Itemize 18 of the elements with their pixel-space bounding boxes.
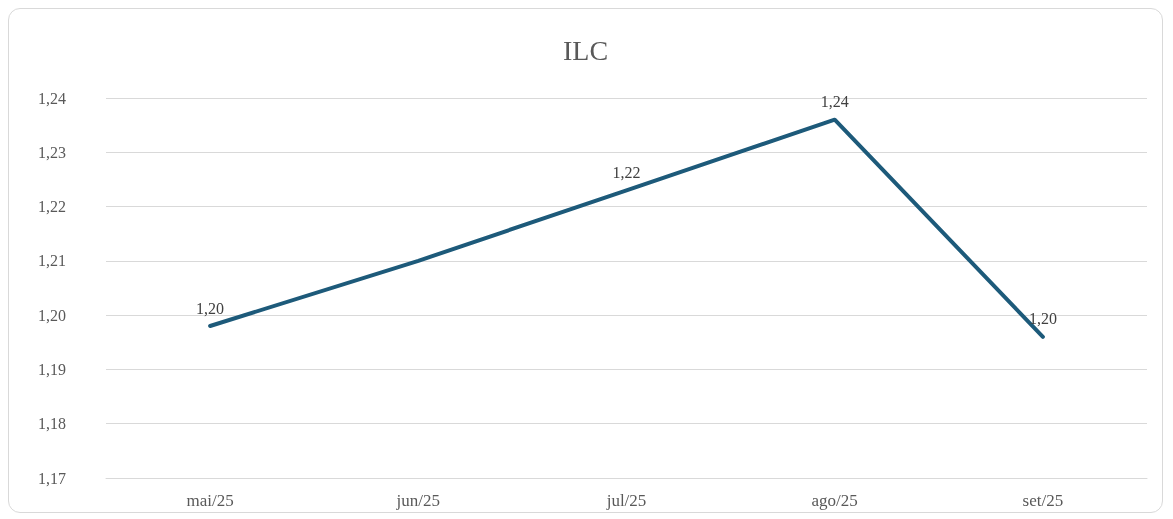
data-label: 1,20 — [1028, 310, 1057, 328]
y-tick-label: 1,23 — [38, 143, 66, 161]
x-tick-label: jun/25 — [395, 491, 441, 510]
y-tick-label: 1,17 — [38, 469, 66, 487]
chart-title: ILC — [562, 34, 609, 66]
x-tick-label: mai/25 — [186, 491, 234, 510]
y-tick-label: 1,22 — [38, 198, 66, 216]
data-label: 1,22 — [612, 163, 641, 181]
x-tick-label: set/25 — [1022, 491, 1064, 510]
data-label: 1,24 — [820, 93, 849, 111]
y-tick-label: 1,20 — [38, 306, 66, 324]
data-label: 1,20 — [196, 299, 225, 317]
y-tick-label: 1,24 — [38, 89, 66, 107]
x-tick-label: jul/25 — [605, 491, 647, 510]
y-tick-label: 1,19 — [38, 360, 66, 378]
y-tick-label: 1,18 — [38, 415, 66, 433]
x-tick-label: ago/25 — [811, 491, 858, 510]
y-tick-label: 1,21 — [38, 252, 66, 270]
